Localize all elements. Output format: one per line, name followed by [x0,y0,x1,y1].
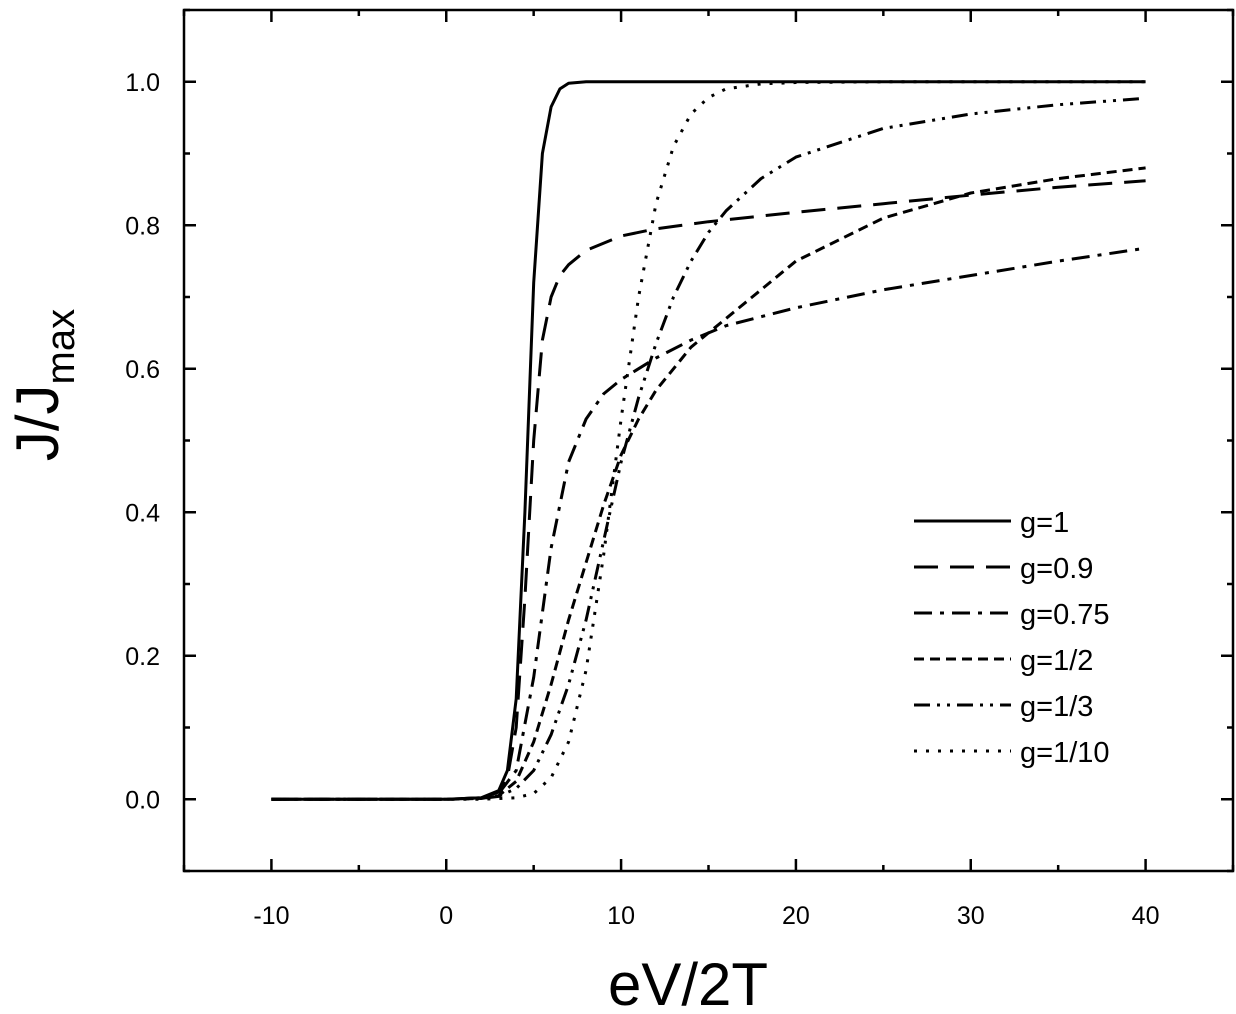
series-line-1 [271,80,1146,801]
y-tick-label: 0.8 [125,212,160,240]
x-tick-label: 10 [607,902,635,930]
axis-ticks [182,8,1235,873]
y-tick-label: 0.6 [125,356,160,384]
tick-labels: -10 0 10 20 30 40 0.0 0.2 0.4 0.6 0.8 1.0 [125,69,1159,930]
legend-label-1: g=1 [1020,507,1069,539]
y-axis-title-main: J/J [4,384,71,461]
data-series [271,80,1146,801]
y-tick-label: 0.0 [125,786,160,814]
x-tick-label: 40 [1132,902,1160,930]
series-line-3 [271,246,1146,801]
series-line-2 [271,179,1146,801]
y-axis-title: J/Jmax [4,309,83,461]
x-tick-label: 20 [782,902,810,930]
x-axis-title: eV/2T [608,951,768,1014]
series-line-4 [271,166,1146,801]
y-axis-title-subscript: max [39,309,83,385]
legend-label-4: g=1/2 [1020,645,1093,677]
series-line-5 [271,96,1146,801]
legend-label-6: g=1/10 [1020,737,1110,769]
legend-label-3: g=0.75 [1020,599,1110,631]
legend: g=1 g=0.9 g=0.75 g=1/2 g=1/3 g=1/10 [914,507,1110,769]
series-line-6 [271,80,1146,801]
x-tick-label: -10 [253,902,289,930]
y-tick-label: 1.0 [125,69,160,97]
y-tick-label: 0.2 [125,643,160,671]
legend-label-5: g=1/3 [1020,691,1093,723]
legend-label-2: g=0.9 [1020,553,1093,585]
x-tick-label: 0 [439,902,453,930]
y-tick-label: 0.4 [125,499,160,527]
x-tick-label: 30 [957,902,985,930]
